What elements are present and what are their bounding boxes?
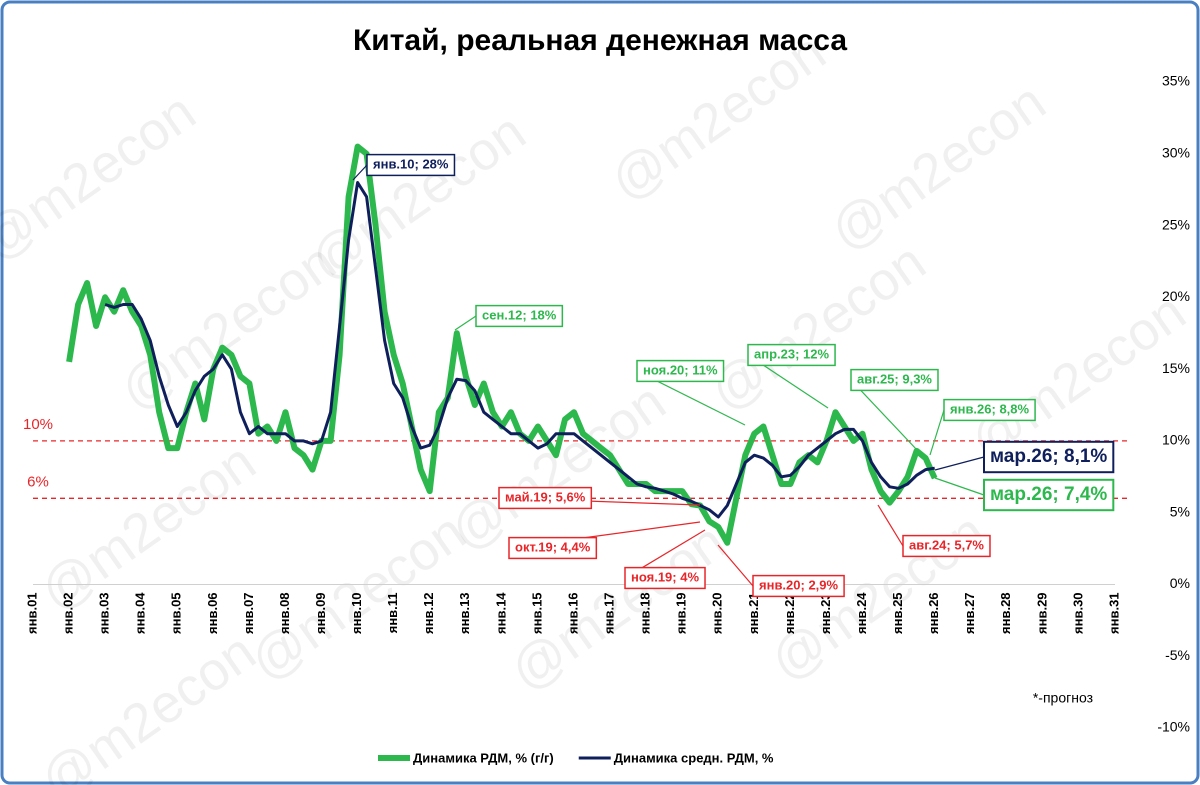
- annotation: авг.24; 5,7%: [877, 504, 991, 558]
- reference-label: 6%: [27, 473, 49, 490]
- x-tick-label: янв.02: [61, 592, 76, 634]
- x-tick-label: янв.09: [313, 592, 328, 634]
- annotation: май.19; 5,6%: [498, 486, 701, 510]
- x-tick-label: янв.20: [710, 592, 725, 634]
- x-tick-label: янв.07: [241, 592, 256, 634]
- annotation: окт.19; 4,4%: [508, 521, 701, 560]
- annotation-leader: [717, 544, 754, 587]
- annotation-box: [983, 440, 1115, 474]
- y-tick-label: 5%: [1170, 503, 1190, 519]
- x-tick-label: янв.04: [133, 592, 148, 634]
- annotation-label: янв.20; 2,9%: [759, 577, 839, 592]
- annotation-label: ноя.20; 11%: [643, 362, 718, 377]
- x-tick-label: янв.08: [277, 592, 292, 634]
- annotation-leader: [454, 315, 477, 331]
- x-tick-label: янв.13: [457, 592, 472, 634]
- annotation: апр.23; 12%: [747, 343, 836, 409]
- annotation-box: [943, 398, 1036, 422]
- x-tick-label: янв.03: [97, 592, 112, 634]
- x-tick-label: янв.14: [493, 592, 508, 634]
- annotation-box: [366, 153, 456, 177]
- x-tick-label: янв.28: [998, 592, 1013, 634]
- annotation: мар.26; 8,1%: [934, 440, 1115, 474]
- y-tick-label: 30%: [1162, 144, 1190, 160]
- annotation-label: янв.10; 28%: [373, 156, 449, 171]
- x-tick-label: янв.23: [818, 592, 833, 634]
- y-tick-label: 20%: [1162, 288, 1190, 304]
- annotation-leader: [352, 164, 368, 181]
- annotation-label: окт.19; 4,4%: [515, 539, 591, 554]
- annotation-box: [902, 534, 991, 558]
- series-line: [104, 181, 935, 519]
- x-tick-label: янв.26: [926, 592, 941, 634]
- x-tick-label: янв.25: [890, 592, 905, 634]
- annotation-leader: [929, 409, 945, 456]
- x-tick-label: янв.11: [385, 592, 400, 633]
- x-tick-label: янв.18: [638, 592, 653, 634]
- x-tick-label: янв.24: [854, 592, 869, 634]
- annotation-box: [624, 566, 706, 590]
- annotation-leader: [877, 504, 904, 547]
- annotation-label: май.19; 5,6%: [505, 489, 586, 504]
- annotation: авг.25; 9,3%: [850, 368, 939, 451]
- annotation-label: мар.26; 8,1%: [990, 446, 1107, 467]
- annotation: ноя.20; 11%: [636, 359, 746, 426]
- x-tick-label: янв.06: [205, 592, 220, 634]
- y-tick-label: -5%: [1165, 647, 1190, 663]
- annotation-label: ноя.19; 4%: [631, 569, 699, 584]
- x-tick-label: янв.12: [421, 592, 436, 634]
- annotation-box: [636, 359, 725, 383]
- annotation-leader: [934, 456, 985, 471]
- chart-title: Китай, реальная денежная масса: [353, 24, 847, 57]
- x-tick-label: янв.30: [1070, 592, 1085, 634]
- annotation-leader: [934, 477, 985, 496]
- annotation-label: сен.12; 18%: [482, 307, 557, 322]
- annotation-box: [475, 304, 564, 328]
- note: *-прогноз: [1033, 690, 1093, 706]
- x-tick-label: янв.01: [24, 592, 39, 634]
- annotation-leader: [850, 379, 918, 451]
- y-tick-label: -10%: [1157, 719, 1190, 735]
- annotation-box: [850, 368, 939, 392]
- annotation-box: [508, 536, 598, 560]
- x-tick-label: янв.27: [962, 592, 977, 634]
- annotation-box: [747, 343, 836, 367]
- annotation: янв.26; 8,8%: [929, 398, 1036, 456]
- x-tick-label: янв.16: [565, 592, 580, 634]
- x-tick-label: янв.21: [746, 592, 761, 634]
- annotation-box: [983, 478, 1115, 512]
- annotation-box: [498, 486, 593, 510]
- annotation: янв.20; 2,9%: [717, 544, 845, 598]
- annotation: янв.10; 28%: [352, 153, 456, 181]
- x-tick-label: янв.19: [674, 592, 689, 634]
- x-tick-label: янв.31: [1106, 592, 1121, 634]
- x-tick-label: янв.29: [1034, 592, 1049, 634]
- annotation-label: мар.26; 7,4%: [990, 484, 1107, 505]
- y-tick-label: 25%: [1162, 216, 1190, 232]
- x-tick-label: янв.10: [349, 592, 364, 634]
- annotation: сен.12; 18%: [454, 304, 564, 331]
- x-tick-label: янв.17: [602, 592, 617, 634]
- annotation: ноя.19; 4%: [624, 529, 706, 590]
- legend-label: Динамика средн. РДМ, %: [614, 750, 774, 765]
- legend-label: Динамика РДМ, % (г/г): [413, 750, 554, 765]
- x-tick-label: янв.22: [782, 592, 797, 634]
- x-tick-label: янв.15: [529, 592, 544, 634]
- annotation-label: янв.26; 8,8%: [950, 401, 1030, 416]
- y-tick-label: 35%: [1162, 73, 1190, 89]
- reference-label: 10%: [23, 416, 53, 433]
- x-tick-label: янв.05: [169, 592, 184, 634]
- annotation-box: [752, 574, 845, 598]
- annotation-label: апр.23; 12%: [754, 346, 829, 361]
- y-tick-label: 10%: [1162, 432, 1190, 448]
- annotation-label: авг.25; 9,3%: [857, 371, 932, 386]
- y-tick-label: 0%: [1170, 575, 1190, 591]
- annotation: мар.26; 7,4%: [934, 477, 1115, 512]
- y-tick-label: 15%: [1162, 360, 1190, 376]
- annotation-label: авг.24; 5,7%: [909, 537, 984, 552]
